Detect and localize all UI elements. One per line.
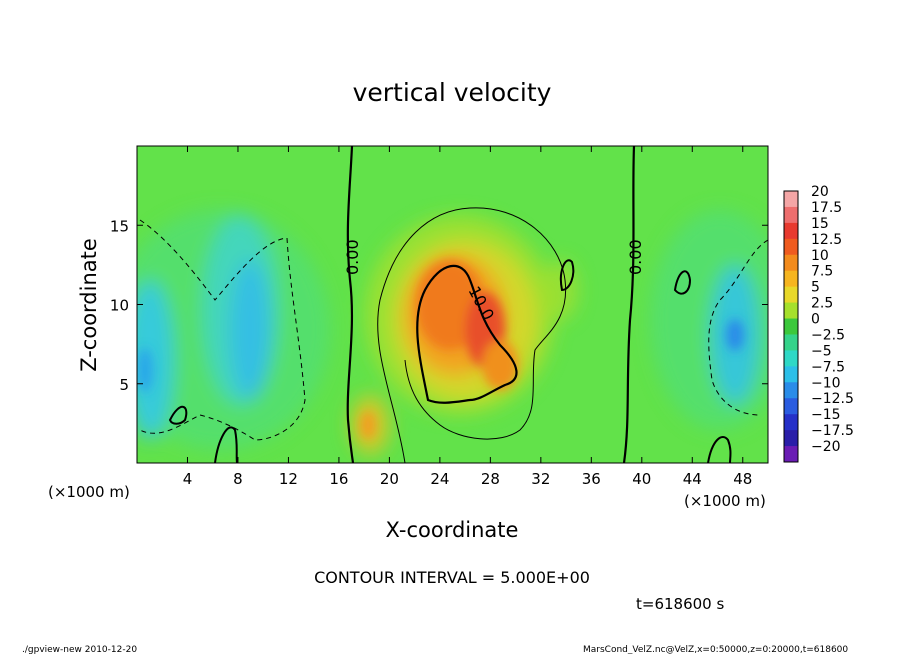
colorbar-label: −20 (811, 439, 841, 455)
y-axis: 5 10 15 (110, 217, 768, 394)
contour-label: 0.00 (626, 239, 645, 275)
colorbar-swatch (784, 191, 798, 208)
contour-dashed-left (139, 219, 306, 441)
plot-area: 0.00 10.0 0.00 (137, 146, 768, 463)
y-tick-label: 15 (110, 217, 129, 235)
contour-label: 0.00 (343, 239, 362, 275)
y-tick-label: 10 (110, 297, 129, 315)
colorbar-swatch (784, 366, 798, 383)
colorbar-label: 12.5 (811, 232, 842, 248)
x-tick-label: 12 (279, 470, 298, 488)
colorbar-swatch (784, 302, 798, 320)
colorbar-label: −2.5 (811, 327, 845, 343)
x-tick-label: 32 (531, 470, 550, 488)
zero-contour-right (622, 146, 636, 463)
colorbar-swatch (784, 382, 798, 399)
y-tick-label: 5 (119, 376, 129, 394)
x-tick-label: 20 (380, 470, 399, 488)
contour-interval-text: CONTOUR INTERVAL = 5.000E+00 (314, 568, 590, 587)
x-tick-label: 16 (329, 470, 348, 488)
x-axis: 4 8 12 16 20 24 28 32 36 40 44 48 (183, 146, 752, 488)
colorbar-label: −7.5 (811, 359, 845, 375)
x-tick-label: 8 (233, 470, 243, 488)
colorbar-label: 10 (811, 248, 829, 264)
colorbar-swatch (784, 222, 798, 240)
colorbar-label: −15 (811, 407, 841, 423)
contour-ten (416, 264, 518, 404)
colorbar-label: 20 (811, 184, 829, 200)
colorbar-swatch (784, 206, 798, 224)
contour-lines (139, 146, 768, 463)
x-tick-label: 4 (183, 470, 193, 488)
footer-right: MarsCond_VelZ.nc@VelZ,x=0:50000,z=0:2000… (583, 645, 848, 654)
colorbar-swatch (784, 238, 798, 256)
y-axis-label: Z-coordinate (77, 238, 101, 372)
colorbar-swatch (784, 254, 798, 272)
colorbar-label: 0 (811, 312, 820, 328)
zero-contour-left (346, 146, 355, 463)
x-tick-label: 40 (632, 470, 651, 488)
colorbar-label: 2.5 (811, 296, 833, 312)
colorbar-swatch (784, 318, 798, 335)
colorbar-label: 5 (811, 280, 820, 296)
colorbar-frame (783, 190, 799, 463)
x-tick-label: 36 (582, 470, 601, 488)
colorbar-swatch (784, 286, 798, 304)
contour-five-outer (377, 207, 567, 463)
colorbar-label: −17.5 (811, 423, 854, 439)
x-unit-right: (×1000 m) (684, 492, 766, 510)
footer-left: ./gpview-new 2010-12-20 (22, 645, 137, 654)
contour-dashed-right (708, 239, 768, 416)
colorbar-label: 7.5 (811, 264, 833, 280)
x-axis-label: X-coordinate (386, 518, 519, 542)
colorbar-label: 15 (811, 216, 829, 232)
colorbar-label: 17.5 (811, 200, 842, 216)
colorbar-swatch (784, 446, 798, 463)
colorbar-label: −5 (811, 343, 832, 359)
colorbar-swatch (784, 350, 798, 367)
chart-title: vertical velocity (353, 78, 552, 107)
colorbar-label: −12.5 (811, 391, 854, 407)
time-stamp: t=618600 s (636, 595, 724, 613)
colorbar-label: −10 (811, 375, 841, 391)
colorbar-swatch (784, 398, 798, 415)
colorbar-swatch (784, 414, 798, 431)
x-unit-left: (×1000 m) (48, 483, 130, 501)
x-tick-label: 24 (430, 470, 449, 488)
colorbar: 2017.51512.5107.552.50−2.5−5−7.5−10−12.5… (783, 184, 854, 463)
x-tick-label: 48 (733, 470, 752, 488)
colorbar-swatch (784, 270, 798, 288)
colorbar-swatch (784, 430, 798, 447)
x-tick-label: 44 (683, 470, 702, 488)
colorbar-swatch (784, 334, 798, 351)
x-tick-label: 28 (481, 470, 500, 488)
